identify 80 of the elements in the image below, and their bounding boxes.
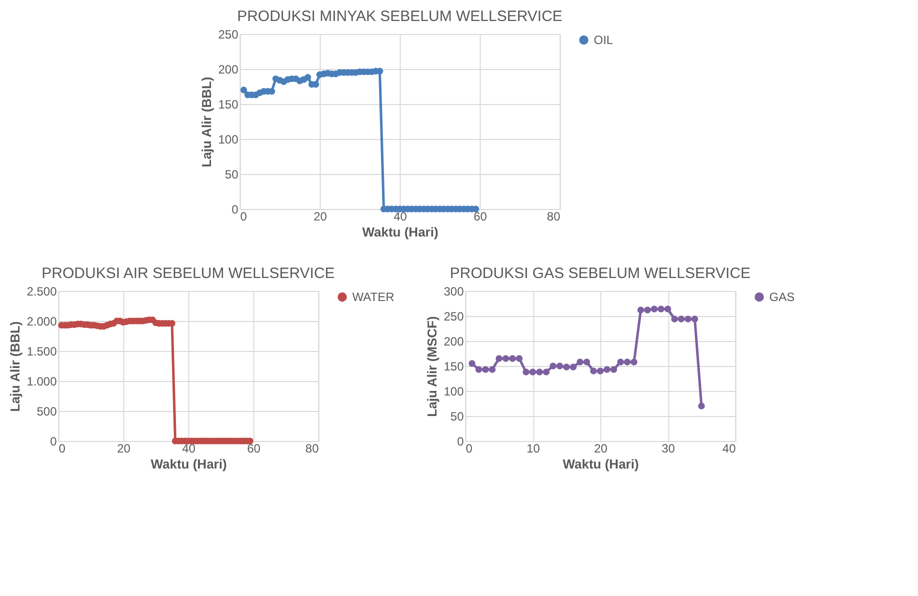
y-tick-label: 300	[444, 284, 464, 298]
x-tick-label: 60	[474, 210, 488, 224]
point	[516, 355, 523, 362]
point	[496, 355, 502, 362]
point	[570, 364, 577, 370]
x-tick-label: 80	[305, 442, 320, 456]
y-axis-title: Laju Alir (BBL)	[199, 76, 214, 168]
point	[488, 366, 496, 373]
point	[637, 306, 644, 314]
y-tick-label: 100	[218, 132, 239, 146]
point	[678, 316, 685, 322]
y-tick-label: 1.000	[26, 374, 58, 388]
point	[630, 358, 638, 366]
x-tick-label: 30	[662, 442, 676, 456]
y-tick-label: 100	[444, 384, 464, 398]
point	[604, 366, 610, 373]
x-axis-title: Waktu (Hari)	[362, 224, 438, 240]
point	[522, 368, 530, 376]
y-axis-title: Laju Alir (MSCF)	[424, 316, 440, 417]
point	[542, 368, 550, 376]
point	[671, 316, 678, 322]
y-tick-label: 200	[218, 62, 239, 76]
x-tick-label: 60	[247, 442, 261, 456]
point	[556, 362, 564, 370]
legend-label: GAS	[769, 290, 795, 304]
point	[240, 86, 248, 94]
point	[691, 316, 698, 322]
point	[550, 362, 556, 370]
chart-title: PRODUKSI GAS SEBELUM WELLSERVICE	[450, 265, 751, 282]
x-tick-label: 20	[117, 442, 131, 456]
point	[596, 368, 604, 374]
x-tick-label: 0	[58, 442, 66, 456]
legend-label: WATER	[352, 290, 395, 304]
x-axis-title: Waktu (Hari)	[562, 456, 639, 472]
y-tick-label: 200	[444, 334, 464, 348]
x-axis-title: Waktu (Hari)	[150, 456, 227, 472]
legend-label: OIL	[594, 33, 614, 47]
x-tick-label: 20	[594, 442, 608, 456]
y-tick-label: 250	[218, 28, 239, 42]
point	[617, 358, 624, 366]
point	[698, 402, 705, 410]
x-tick-label: 10	[526, 442, 540, 456]
point	[509, 355, 516, 362]
y-tick-label: 2.500	[26, 284, 58, 298]
point	[610, 366, 618, 373]
point	[650, 306, 658, 312]
point	[583, 358, 590, 366]
chart-title: PRODUKSI AIR SEBELUM WELLSERVICE	[42, 265, 335, 282]
point	[502, 355, 510, 362]
point	[304, 74, 312, 81]
point	[536, 368, 543, 376]
y-tick-label: 150	[218, 98, 239, 112]
y-tick-label: 250	[444, 310, 464, 324]
x-tick-label: 40	[394, 210, 408, 224]
point	[624, 358, 631, 366]
x-tick-label: 0	[240, 210, 248, 224]
point	[468, 360, 476, 367]
x-tick-label: 40	[182, 442, 196, 456]
x-tick-label: 40	[722, 442, 736, 456]
point	[644, 306, 651, 314]
y-axis-title: Laju Alir (BBL)	[8, 321, 23, 412]
point	[576, 358, 584, 366]
point	[482, 366, 489, 373]
point	[590, 368, 597, 374]
point	[684, 316, 692, 322]
y-tick-label: 50	[450, 410, 464, 424]
point	[664, 306, 672, 312]
point	[563, 364, 570, 370]
y-tick-label: 2.000	[26, 314, 58, 328]
point	[529, 368, 536, 376]
y-tick-label: 150	[444, 360, 464, 374]
x-tick-label: 0	[466, 442, 473, 456]
y-tick-label: 1.500	[26, 344, 58, 358]
chart-title: PRODUKSI MINYAK SEBELUM WELLSERVICE	[237, 8, 562, 25]
y-tick-label: 50	[224, 168, 239, 182]
x-tick-label: 20	[314, 210, 328, 224]
x-tick-label: 80	[546, 210, 561, 224]
y-tick-label: 500	[36, 404, 58, 418]
point	[475, 366, 482, 373]
point	[658, 306, 664, 312]
